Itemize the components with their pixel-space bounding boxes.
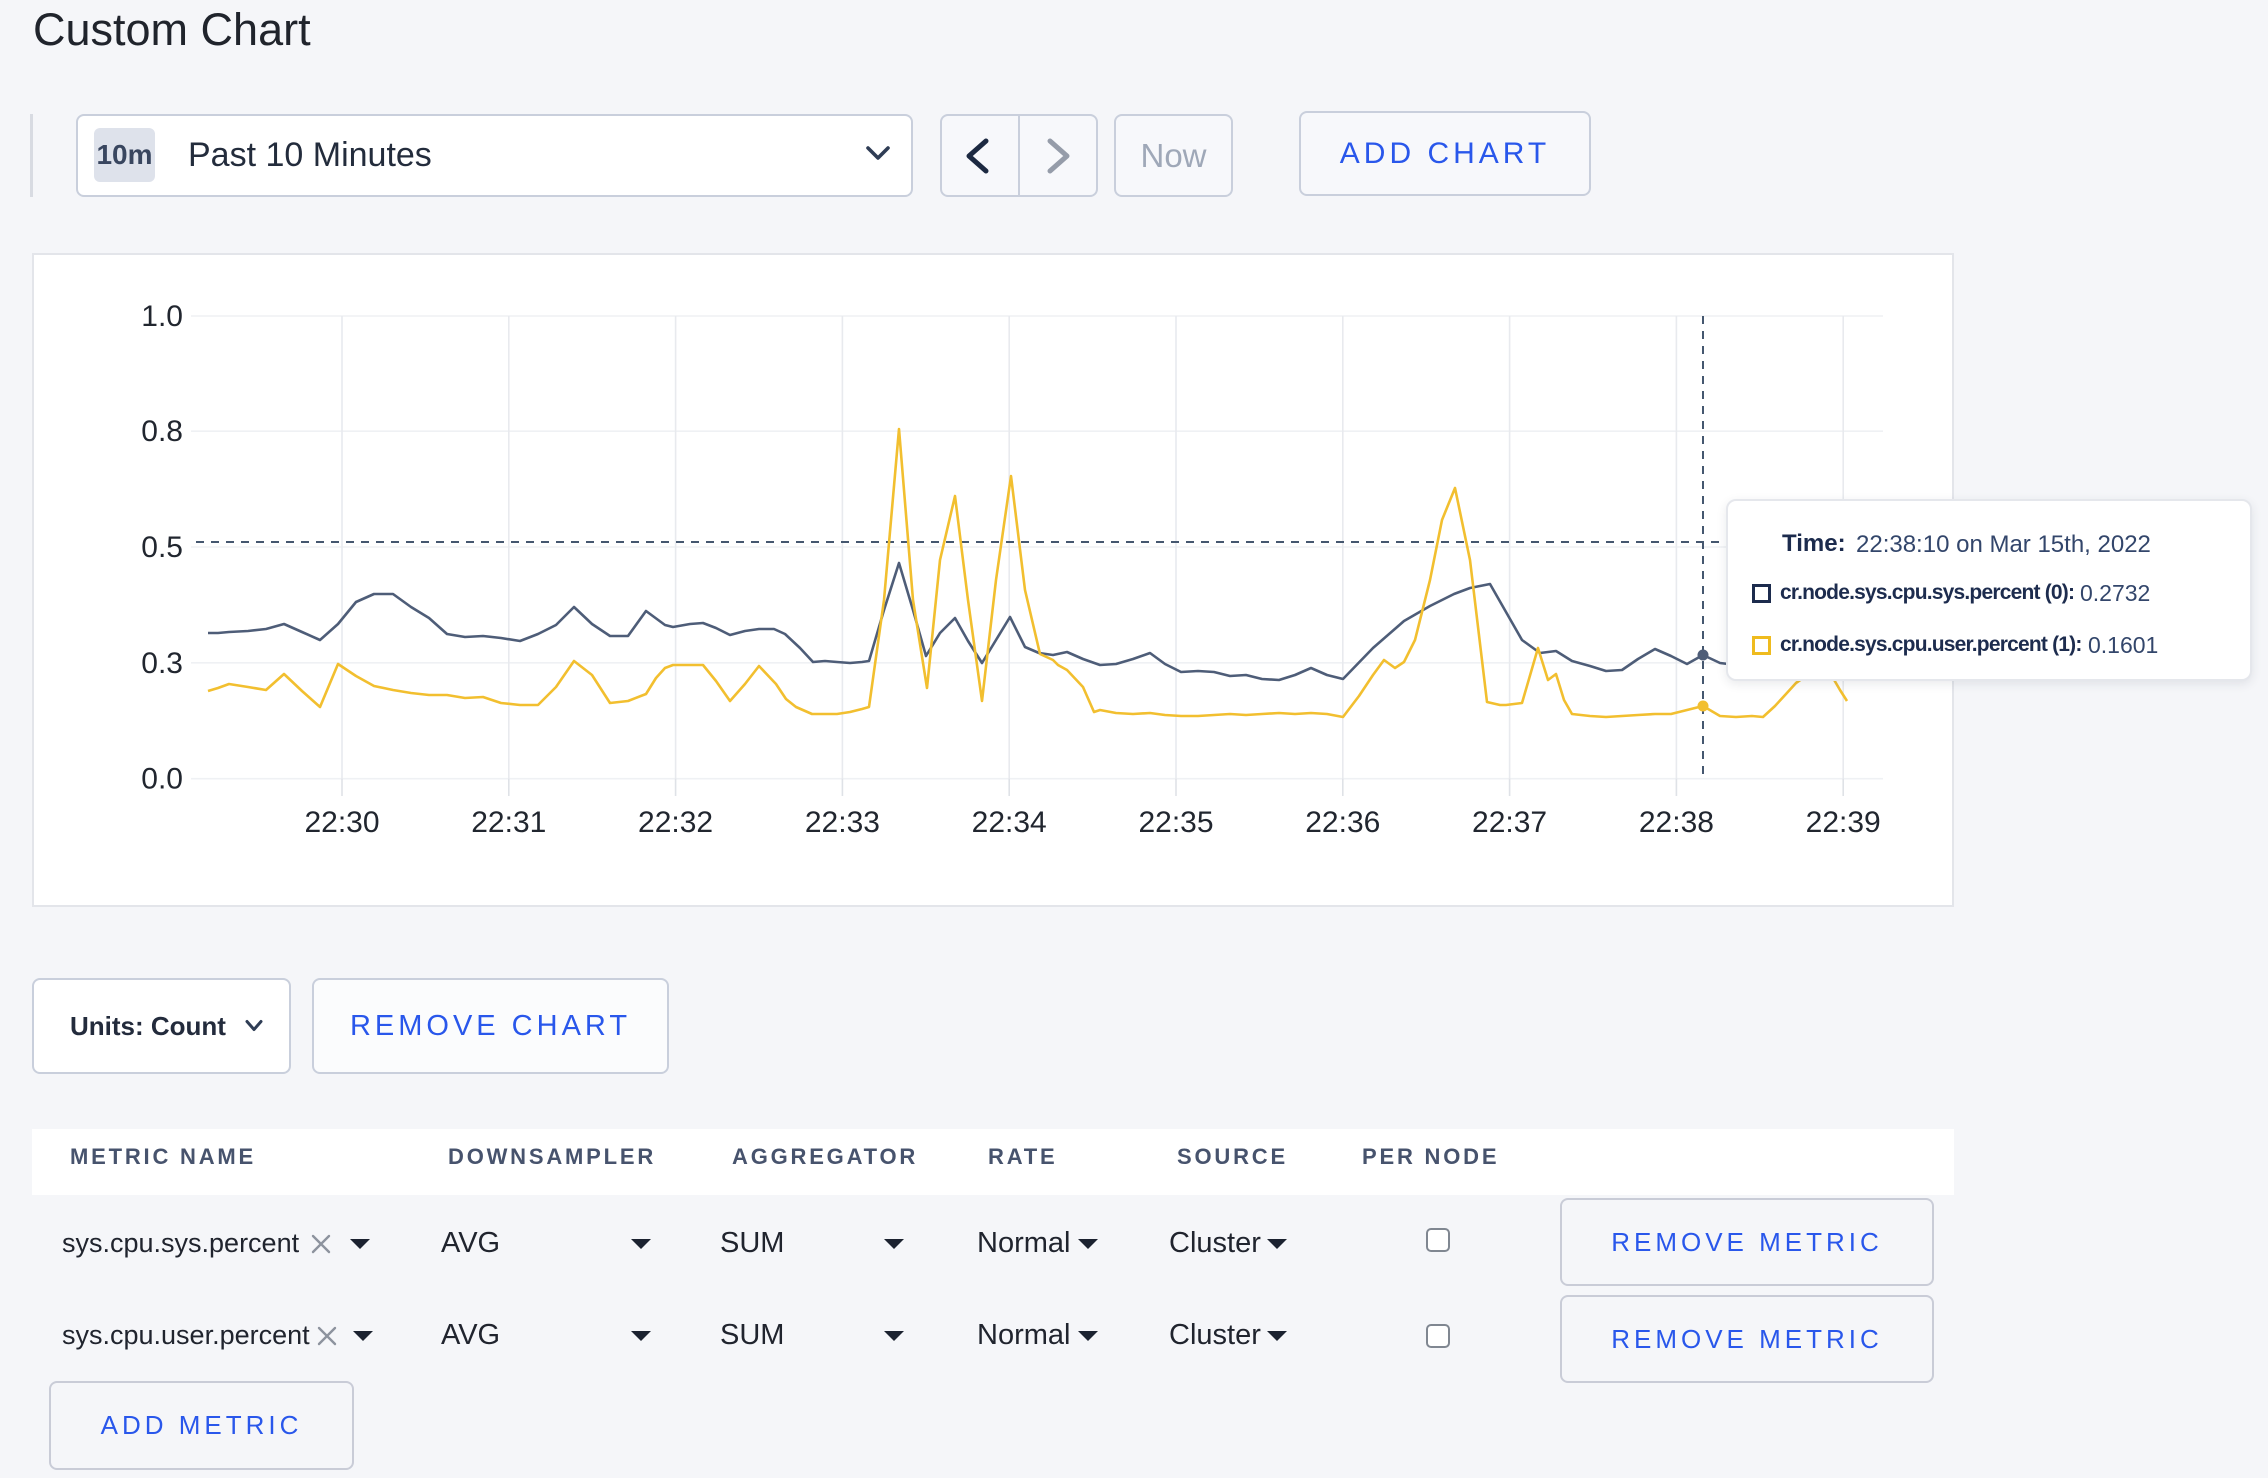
- svg-text:0.8: 0.8: [141, 415, 183, 448]
- svg-text:0.3: 0.3: [141, 647, 183, 680]
- svg-text:1.0: 1.0: [141, 300, 183, 333]
- svg-text:0.0: 0.0: [141, 763, 183, 796]
- svg-text:22:34: 22:34: [972, 806, 1047, 839]
- svg-text:22:35: 22:35: [1138, 806, 1213, 839]
- svg-text:22:31: 22:31: [471, 806, 546, 839]
- svg-text:22:37: 22:37: [1472, 806, 1547, 839]
- svg-text:22:33: 22:33: [805, 806, 880, 839]
- svg-text:22:38: 22:38: [1639, 806, 1714, 839]
- svg-text:22:36: 22:36: [1305, 806, 1380, 839]
- svg-text:0.5: 0.5: [141, 531, 183, 564]
- svg-text:22:39: 22:39: [1806, 806, 1881, 839]
- svg-text:22:32: 22:32: [638, 806, 713, 839]
- svg-text:22:30: 22:30: [304, 806, 379, 839]
